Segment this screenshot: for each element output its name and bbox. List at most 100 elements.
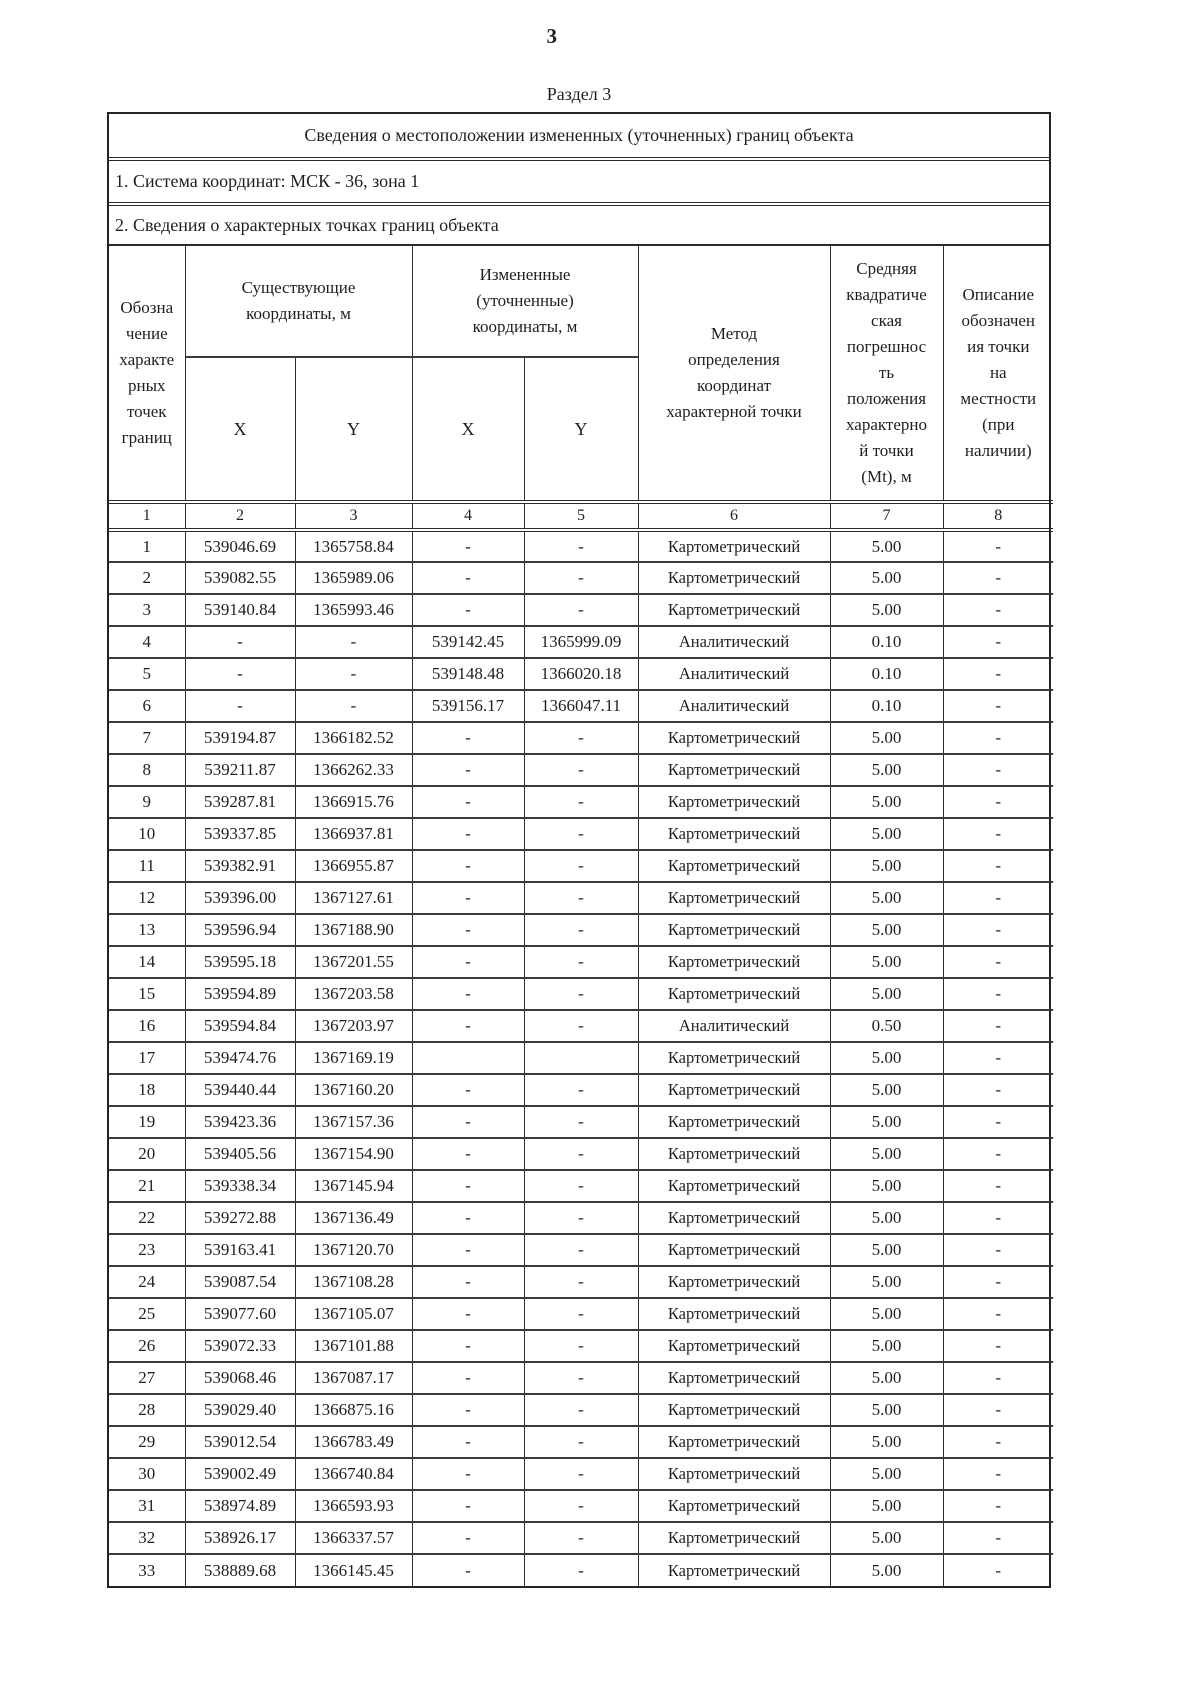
cell-col5: - — [523, 1329, 639, 1363]
cell-col2: 539382.91 — [184, 849, 296, 883]
cell-col7: 5.00 — [829, 1425, 944, 1459]
cell-col8: - — [942, 945, 1054, 979]
cell-col7: 5.00 — [829, 785, 944, 819]
cell-col3: 1366145.45 — [294, 1553, 413, 1586]
table-row: 3 539140.84 1365993.46- - Картометрический 5.… — [109, 593, 1054, 627]
cell-col4 — [411, 1041, 525, 1075]
cell-col5: - — [523, 1201, 639, 1235]
cell-col4: - — [411, 785, 525, 819]
cell-col4: - — [411, 1009, 525, 1043]
cell-col4: - — [411, 977, 525, 1011]
cell-col6: Картометрический — [637, 1425, 831, 1459]
cell-col4: 539156.17 — [411, 689, 525, 723]
cell-col1: 1 — [109, 529, 186, 563]
cell-col8: - — [942, 1457, 1054, 1491]
cell-col3: 1367203.58 — [294, 977, 413, 1011]
cell-col8: - — [942, 1361, 1054, 1395]
cell-col3: 1366337.57 — [294, 1521, 413, 1555]
cell-col4: - — [411, 1297, 525, 1331]
table-row: 26 539072.33 1367101.88- - Картометрический 5… — [109, 1329, 1054, 1363]
cell-col6: Картометрический — [637, 913, 831, 947]
cell-col1: 5 — [109, 657, 186, 691]
table-row: 8 539211.87 1366262.33- - Картометрический 5.… — [109, 753, 1054, 787]
cell-col8: - — [942, 1105, 1054, 1139]
cell-col5: - — [523, 881, 639, 915]
cell-col6: Картометрический — [637, 1105, 831, 1139]
cell-col8: - — [942, 785, 1054, 819]
header-description: Описание обозначен ия точки на местности… — [942, 246, 1054, 503]
cell-col3: 1367145.94 — [294, 1169, 413, 1203]
cell-col4: - — [411, 1201, 525, 1235]
cell-col1: 32 — [109, 1521, 186, 1555]
table-row: 27 539068.46 1367087.17- - Картометрический 5… — [109, 1361, 1054, 1395]
column-number: 6 — [637, 500, 831, 532]
cell-col5: 1366047.11 — [523, 689, 639, 723]
cell-col8: - — [942, 753, 1054, 787]
coord-system-note: 1. Система координат: МСК - 36, зона 1 — [109, 161, 1049, 206]
table-row: 29 539012.54 1366783.49- - Картометрический 5… — [109, 1425, 1054, 1459]
cell-col8: - — [942, 849, 1054, 883]
cell-col8: - — [942, 657, 1054, 691]
cell-col5: - — [523, 529, 639, 563]
cell-col6: Картометрический — [637, 1521, 831, 1555]
cell-col7: 5.00 — [829, 1137, 944, 1171]
cell-col5: 1365999.09 — [523, 625, 639, 659]
table-body: 1 539046.69 1365758.84- - Картометрический 5.… — [109, 529, 1054, 1586]
cell-col2: 539595.18 — [184, 945, 296, 979]
points-note: 2. Сведения о характерных точках границ … — [109, 206, 1049, 246]
cell-col7: 5.00 — [829, 1393, 944, 1427]
table-row: 30 539002.49 1366740.84- - Картометрический 5… — [109, 1457, 1054, 1491]
cell-col2: 539405.56 — [184, 1137, 296, 1171]
cell-col7: 5.00 — [829, 1489, 944, 1523]
table-row: 28 539029.40 1366875.16- - Картометрический 5… — [109, 1393, 1054, 1427]
cell-col7: 5.00 — [829, 1201, 944, 1235]
cell-col6: Картометрический — [637, 1361, 831, 1395]
cell-col3: 1367087.17 — [294, 1361, 413, 1395]
cell-col2: 539440.44 — [184, 1073, 296, 1107]
cell-col7: 5.00 — [829, 1041, 944, 1075]
header-y-existing: Y — [294, 356, 413, 503]
table-row: 32 538926.17 1366337.57- - Картометрический 5… — [109, 1521, 1054, 1555]
column-number: 2 — [184, 500, 296, 532]
cell-col1: 31 — [109, 1489, 186, 1523]
cell-col3: 1366182.52 — [294, 721, 413, 755]
cell-col8: - — [942, 1489, 1054, 1523]
cell-col8: - — [942, 1073, 1054, 1107]
cell-col8: - — [942, 721, 1054, 755]
cell-col7: 5.00 — [829, 721, 944, 755]
cell-col1: 15 — [109, 977, 186, 1011]
cell-col1: 22 — [109, 1201, 186, 1235]
cell-col4: - — [411, 1521, 525, 1555]
cell-col3: 1366915.76 — [294, 785, 413, 819]
cell-col6: Картометрический — [637, 1201, 831, 1235]
cell-col5: - — [523, 1489, 639, 1523]
cell-col2: 539077.60 — [184, 1297, 296, 1331]
cell-col6: Картометрический — [637, 593, 831, 627]
cell-col8: - — [942, 593, 1054, 627]
cell-col6: Картометрический — [637, 1233, 831, 1267]
cell-col4: - — [411, 1393, 525, 1427]
cell-col2: 539272.88 — [184, 1201, 296, 1235]
cell-col3: 1366783.49 — [294, 1425, 413, 1459]
header-x-changed: X — [411, 356, 525, 503]
cell-col6: Картометрический — [637, 1169, 831, 1203]
cell-col4: 539148.48 — [411, 657, 525, 691]
cell-col4: - — [411, 753, 525, 787]
table-row: 12 539396.00 1367127.61- - Картометрический 5… — [109, 881, 1054, 915]
column-number: 4 — [411, 500, 525, 532]
cell-col3: 1367157.36 — [294, 1105, 413, 1139]
cell-col6: Картометрический — [637, 785, 831, 819]
cell-col1: 2 — [109, 561, 186, 595]
cell-col6: Картометрический — [637, 1553, 831, 1586]
cell-col7: 5.00 — [829, 1169, 944, 1203]
cell-col7: 5.00 — [829, 945, 944, 979]
cell-col4: - — [411, 1105, 525, 1139]
cell-col2: - — [184, 689, 296, 723]
cell-col6: Картометрический — [637, 753, 831, 787]
cell-col6: Картометрический — [637, 1041, 831, 1075]
cell-col5: - — [523, 945, 639, 979]
cell-col2: 539029.40 — [184, 1393, 296, 1427]
header-method: Метод определения координат характерной … — [637, 246, 831, 503]
section-title: Раздел 3 — [546, 84, 612, 104]
cell-col2: 539002.49 — [184, 1457, 296, 1491]
